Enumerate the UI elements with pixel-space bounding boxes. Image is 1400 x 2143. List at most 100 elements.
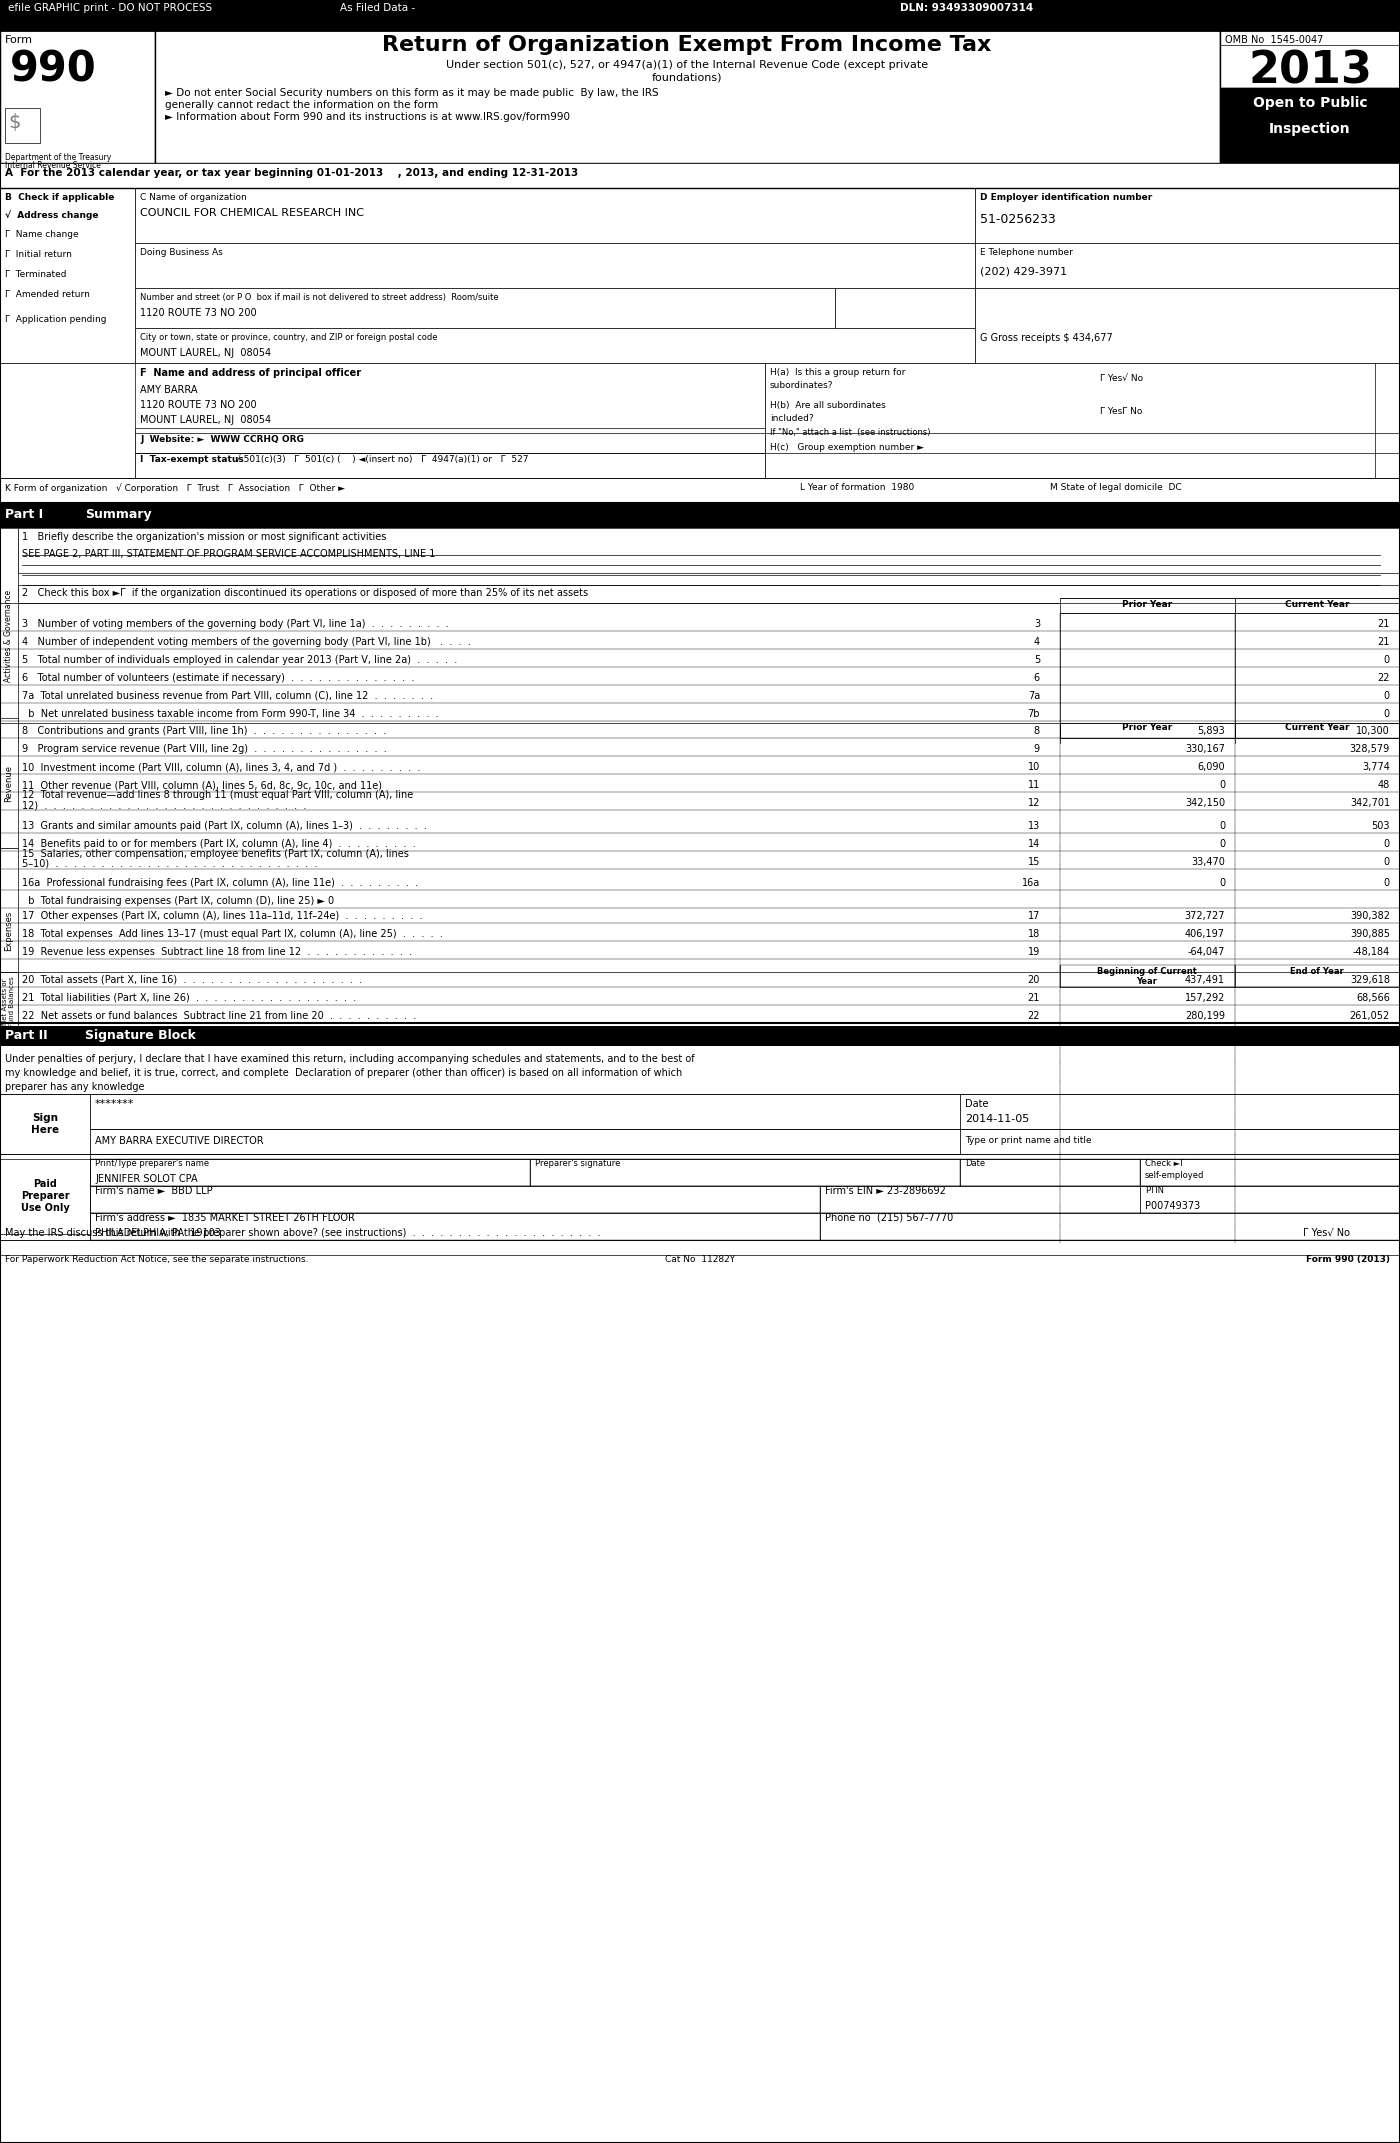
Text: Net Assets or
Fund Balances: Net Assets or Fund Balances — [3, 977, 15, 1026]
Text: 6   Total number of volunteers (estimate if necessary)  .  .  .  .  .  .  .  .  : 6 Total number of volunteers (estimate i… — [22, 673, 414, 684]
Text: Γ Yes√ No: Γ Yes√ No — [1100, 375, 1144, 384]
Text: Date: Date — [965, 1159, 986, 1168]
Text: generally cannot redact the information on the form: generally cannot redact the information … — [165, 101, 438, 109]
Text: 0: 0 — [1383, 709, 1390, 720]
Text: Γ  Amended return: Γ Amended return — [6, 289, 90, 300]
Text: Open to Public: Open to Public — [1253, 96, 1368, 109]
Text: As Filed Data -: As Filed Data - — [340, 2, 416, 13]
Text: 1120 ROUTE 73 NO 200: 1120 ROUTE 73 NO 200 — [140, 401, 256, 409]
Text: M State of legal domicile  DC: M State of legal domicile DC — [1050, 482, 1182, 493]
Text: J  Website: ►  WWW CCRHQ ORG: J Website: ► WWW CCRHQ ORG — [140, 435, 304, 444]
Text: 330,167: 330,167 — [1184, 744, 1225, 754]
Text: Γ  Name change: Γ Name change — [6, 229, 78, 240]
Bar — [0, 718, 18, 849]
Text: I  Tax-exempt status: I Tax-exempt status — [140, 454, 244, 465]
Text: Under penalties of perjury, I declare that I have examined this return, includin: Under penalties of perjury, I declare th… — [6, 1054, 694, 1065]
Text: Γ  Initial return: Γ Initial return — [6, 251, 71, 259]
Text: 11  Other revenue (Part VIII, column (A), lines 5, 6d, 8c, 9c, 10c, and 11e): 11 Other revenue (Part VIII, column (A),… — [22, 780, 382, 791]
Text: OMB No  1545-0047: OMB No 1545-0047 — [1225, 34, 1323, 45]
Bar — [531, 1159, 960, 1185]
Text: Internal Revenue Service: Internal Revenue Service — [6, 161, 101, 169]
Text: Return of Organization Exempt From Income Tax: Return of Organization Exempt From Incom… — [382, 34, 991, 56]
Text: Part I: Part I — [6, 508, 43, 521]
Bar — [134, 362, 764, 478]
Text: 2   Check this box ►Γ  if the organization discontinued its operations or dispos: 2 Check this box ►Γ if the organization … — [22, 587, 588, 598]
Text: 17  Other expenses (Part IX, column (A), lines 11a–11d, 11f–24e)  .  .  .  .  . : 17 Other expenses (Part IX, column (A), … — [22, 911, 423, 921]
Text: 21: 21 — [1028, 992, 1040, 1003]
Bar — [960, 1159, 1140, 1185]
Text: H(c)   Group exemption number ►: H(c) Group exemption number ► — [770, 444, 924, 452]
Bar — [0, 1026, 1400, 1046]
Text: 0: 0 — [1383, 690, 1390, 701]
Text: E Telephone number: E Telephone number — [980, 249, 1072, 257]
Text: Form 990 (2013): Form 990 (2013) — [1306, 1256, 1390, 1264]
Bar — [1235, 722, 1400, 737]
Bar — [0, 478, 1400, 504]
Text: 22: 22 — [1028, 1011, 1040, 1020]
Text: $: $ — [8, 114, 21, 133]
Bar — [974, 287, 1400, 362]
Bar — [90, 1185, 820, 1213]
Text: 437,491: 437,491 — [1184, 975, 1225, 986]
Text: Type or print name and title: Type or print name and title — [965, 1136, 1092, 1144]
Bar — [155, 30, 1219, 163]
Text: 12)  .  .  .  .  .  .  .  .  .  .  .  .  .  .  .  .  .  .  .  .  .  .  .  .  .  : 12) . . . . . . . . . . . . . . . . . . … — [22, 799, 307, 810]
Bar — [1219, 88, 1400, 163]
Text: 0: 0 — [1219, 780, 1225, 791]
Text: 13  Grants and similar amounts paid (Part IX, column (A), lines 1–3)  .  .  .  .: 13 Grants and similar amounts paid (Part… — [22, 821, 427, 831]
Text: 6: 6 — [1033, 673, 1040, 684]
Text: 503: 503 — [1372, 821, 1390, 831]
Text: Print/Type preparer's name: Print/Type preparer's name — [95, 1159, 209, 1168]
Text: Number and street (or P O  box if mail is not delivered to street address)  Room: Number and street (or P O box if mail is… — [140, 294, 498, 302]
Text: b  Net unrelated business taxable income from Form 990-T, line 34  .  .  .  .  .: b Net unrelated business taxable income … — [22, 709, 438, 720]
Bar — [960, 1093, 1400, 1129]
Text: foundations): foundations) — [652, 73, 722, 84]
Text: H(a)  Is this a group return for: H(a) Is this a group return for — [770, 369, 906, 377]
Text: 20  Total assets (Part X, line 16)  .  .  .  .  .  .  .  .  .  .  .  .  .  .  . : 20 Total assets (Part X, line 16) . . . … — [22, 975, 363, 986]
Text: COUNCIL FOR CHEMICAL RESEARCH INC: COUNCIL FOR CHEMICAL RESEARCH INC — [140, 208, 364, 219]
Bar — [1140, 1159, 1400, 1185]
Bar — [1140, 1185, 1400, 1213]
Text: PTIN: PTIN — [1145, 1185, 1163, 1196]
Text: 0: 0 — [1383, 879, 1390, 887]
Bar — [90, 1159, 531, 1185]
Text: 0: 0 — [1383, 656, 1390, 664]
Text: Inspection: Inspection — [1270, 122, 1351, 135]
Text: 18: 18 — [1028, 930, 1040, 939]
Text: 14  Benefits paid to or for members (Part IX, column (A), line 4)  .  .  .  .  .: 14 Benefits paid to or for members (Part… — [22, 840, 416, 849]
Text: Paid
Preparer
Use Only: Paid Preparer Use Only — [21, 1179, 70, 1213]
Text: 10  Investment income (Part VIII, column (A), lines 3, 4, and 7d )  .  .  .  .  : 10 Investment income (Part VIII, column … — [22, 763, 420, 771]
Bar — [1060, 964, 1235, 988]
Text: 3: 3 — [1033, 619, 1040, 630]
Text: 7a: 7a — [1028, 690, 1040, 701]
Text: DLN: 93493309007314: DLN: 93493309007314 — [900, 2, 1033, 13]
Text: 280,199: 280,199 — [1184, 1011, 1225, 1020]
Text: 157,292: 157,292 — [1184, 992, 1225, 1003]
Text: 6,090: 6,090 — [1197, 763, 1225, 771]
Text: 4: 4 — [1033, 636, 1040, 647]
Text: Date: Date — [965, 1099, 988, 1108]
Bar — [134, 287, 834, 328]
Text: Γ YesΓ No: Γ YesΓ No — [1100, 407, 1142, 416]
Text: 990: 990 — [10, 47, 97, 90]
Text: Doing Business As: Doing Business As — [140, 249, 223, 257]
Text: 8   Contributions and grants (Part VIII, line 1h)  .  .  .  .  .  .  .  .  .  . : 8 Contributions and grants (Part VIII, l… — [22, 726, 386, 735]
Text: 15: 15 — [1028, 857, 1040, 868]
Text: subordinates?: subordinates? — [770, 381, 833, 390]
Text: 0: 0 — [1383, 840, 1390, 849]
Text: 12  Total revenue—add lines 8 through 11 (must equal Part VIII, column (A), line: 12 Total revenue—add lines 8 through 11 … — [22, 791, 413, 799]
Bar — [1235, 964, 1400, 988]
Text: included?: included? — [770, 414, 813, 422]
Text: For Paperwork Reduction Act Notice, see the separate instructions.: For Paperwork Reduction Act Notice, see … — [6, 1256, 308, 1264]
Text: Γ Yes√ No: Γ Yes√ No — [1303, 1228, 1350, 1239]
Text: Phone no  (215) 567-7770: Phone no (215) 567-7770 — [825, 1213, 953, 1224]
Bar — [0, 527, 18, 744]
Text: End of Year: End of Year — [1291, 966, 1344, 975]
Bar — [820, 1185, 1140, 1213]
Bar — [960, 1129, 1400, 1153]
Text: MOUNT LAUREL, NJ  08054: MOUNT LAUREL, NJ 08054 — [140, 347, 272, 358]
Text: 9   Program service revenue (Part VIII, line 2g)  .  .  .  .  .  .  .  .  .  .  : 9 Program service revenue (Part VIII, li… — [22, 744, 386, 754]
Bar — [90, 1129, 960, 1153]
Text: L Year of formation  1980: L Year of formation 1980 — [799, 482, 914, 493]
Text: 15  Salaries, other compensation, employee benefits (Part IX, column (A), lines: 15 Salaries, other compensation, employe… — [22, 849, 409, 859]
